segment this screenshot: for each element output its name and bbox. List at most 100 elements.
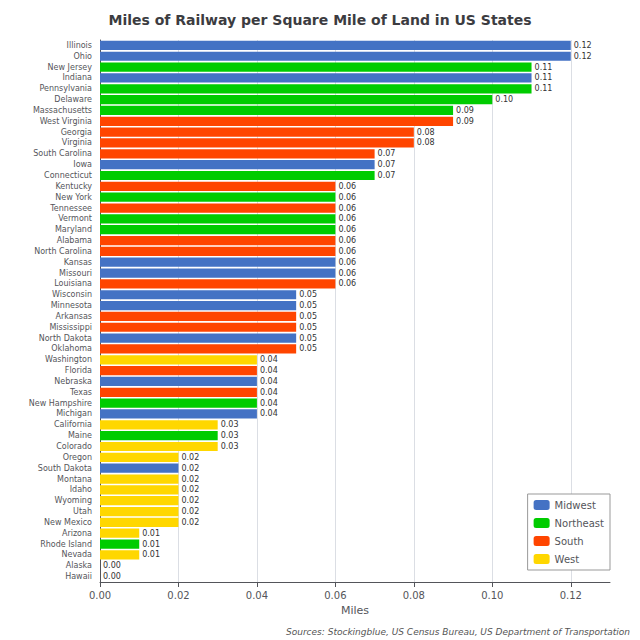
svg-text:Maine: Maine — [68, 431, 92, 440]
svg-text:West: West — [555, 554, 580, 565]
svg-text:Illinois: Illinois — [67, 41, 92, 50]
svg-text:Vermont: Vermont — [58, 214, 92, 223]
svg-text:0.11: 0.11 — [535, 73, 553, 82]
svg-text:0.04: 0.04 — [260, 366, 278, 375]
svg-text:Michigan: Michigan — [56, 409, 92, 418]
svg-text:New Hampshire: New Hampshire — [29, 399, 92, 408]
svg-text:0.06: 0.06 — [338, 236, 356, 245]
svg-text:Kentucky: Kentucky — [55, 182, 92, 191]
svg-text:0.07: 0.07 — [378, 171, 396, 180]
svg-text:Ohio: Ohio — [74, 52, 93, 61]
svg-text:0.10: 0.10 — [481, 590, 503, 601]
svg-text:0.12: 0.12 — [560, 590, 582, 601]
svg-text:0.04: 0.04 — [260, 399, 278, 408]
svg-text:Rhode Island: Rhode Island — [40, 540, 92, 549]
svg-text:0.02: 0.02 — [167, 590, 189, 601]
svg-text:0.03: 0.03 — [221, 431, 239, 440]
svg-text:0.08: 0.08 — [417, 138, 435, 147]
svg-text:0.05: 0.05 — [299, 301, 317, 310]
svg-text:0.11: 0.11 — [535, 84, 553, 93]
svg-text:Arizona: Arizona — [62, 529, 92, 538]
svg-text:0.09: 0.09 — [456, 117, 474, 126]
svg-text:0.02: 0.02 — [181, 496, 199, 505]
svg-text:Utah: Utah — [73, 507, 92, 516]
svg-text:Missouri: Missouri — [59, 269, 92, 278]
svg-text:0.04: 0.04 — [260, 409, 278, 418]
svg-text:West Virginia: West Virginia — [40, 117, 92, 126]
svg-text:0.07: 0.07 — [378, 160, 396, 169]
svg-text:0.05: 0.05 — [299, 290, 317, 299]
svg-text:0.01: 0.01 — [142, 540, 160, 549]
svg-text:Idaho: Idaho — [70, 485, 92, 494]
svg-text:Arkansas: Arkansas — [56, 312, 92, 321]
svg-text:Wisconsin: Wisconsin — [52, 290, 92, 299]
svg-text:Delaware: Delaware — [54, 95, 92, 104]
svg-text:Hawaii: Hawaii — [65, 572, 92, 581]
svg-text:Alabama: Alabama — [57, 236, 92, 245]
svg-text:Washington: Washington — [45, 355, 92, 364]
svg-text:0.06: 0.06 — [324, 590, 346, 601]
svg-text:0.06: 0.06 — [338, 214, 356, 223]
svg-text:Indiana: Indiana — [62, 73, 92, 82]
svg-text:0.06: 0.06 — [338, 247, 356, 256]
svg-text:Nebraska: Nebraska — [54, 377, 92, 386]
svg-text:New Mexico: New Mexico — [44, 518, 92, 527]
svg-text:North Dakota: North Dakota — [39, 334, 92, 343]
svg-text:0.01: 0.01 — [142, 550, 160, 559]
svg-text:0.02: 0.02 — [181, 475, 199, 484]
svg-text:New Jersey: New Jersey — [48, 63, 93, 72]
svg-text:South: South — [555, 536, 584, 547]
svg-text:0.02: 0.02 — [181, 485, 199, 494]
svg-text:Florida: Florida — [65, 366, 92, 375]
svg-text:Kansas: Kansas — [64, 258, 92, 267]
svg-text:Massachusetts: Massachusetts — [33, 106, 92, 115]
svg-text:0.02: 0.02 — [181, 464, 199, 473]
svg-text:0.09: 0.09 — [456, 106, 474, 115]
svg-text:0.00: 0.00 — [103, 572, 121, 581]
svg-text:Mississippi: Mississippi — [49, 323, 92, 332]
svg-text:0.05: 0.05 — [299, 323, 317, 332]
svg-text:0.02: 0.02 — [181, 453, 199, 462]
svg-text:0.05: 0.05 — [299, 334, 317, 343]
svg-text:Alaska: Alaska — [66, 561, 92, 570]
svg-text:0.10: 0.10 — [495, 95, 513, 104]
svg-text:0.08: 0.08 — [403, 590, 425, 601]
svg-text:Connecticut: Connecticut — [44, 171, 92, 180]
svg-text:0.06: 0.06 — [338, 269, 356, 278]
svg-text:Tennessee: Tennessee — [49, 204, 92, 213]
svg-text:0.06: 0.06 — [338, 279, 356, 288]
svg-text:Wyoming: Wyoming — [54, 496, 92, 505]
svg-text:Iowa: Iowa — [73, 160, 92, 169]
svg-text:0.11: 0.11 — [535, 63, 553, 72]
svg-text:Miles: Miles — [341, 604, 369, 617]
svg-text:0.03: 0.03 — [221, 442, 239, 451]
svg-text:0.06: 0.06 — [338, 204, 356, 213]
svg-text:0.06: 0.06 — [338, 258, 356, 267]
svg-text:South Carolina: South Carolina — [33, 149, 92, 158]
svg-text:0.05: 0.05 — [299, 312, 317, 321]
svg-text:0.02: 0.02 — [181, 518, 199, 527]
svg-text:0.00: 0.00 — [89, 590, 111, 601]
svg-text:Minnesota: Minnesota — [51, 301, 92, 310]
svg-text:0.00: 0.00 — [103, 561, 121, 570]
svg-text:South Dakota: South Dakota — [38, 464, 92, 473]
svg-text:0.03: 0.03 — [221, 420, 239, 429]
svg-text:0.02: 0.02 — [181, 507, 199, 516]
svg-text:Nevada: Nevada — [61, 550, 92, 559]
svg-text:Miles of Railway per Square Mi: Miles of Railway per Square Mile of Land… — [108, 12, 531, 28]
svg-text:0.12: 0.12 — [574, 41, 592, 50]
svg-text:Texas: Texas — [69, 388, 92, 397]
svg-text:Pennsylvania: Pennsylvania — [39, 84, 92, 93]
svg-text:Montana: Montana — [57, 475, 92, 484]
svg-text:0.04: 0.04 — [260, 355, 278, 364]
svg-text:Oregon: Oregon — [63, 453, 92, 462]
svg-text:Louisiana: Louisiana — [54, 279, 92, 288]
svg-text:Georgia: Georgia — [61, 128, 92, 137]
svg-text:Virginia: Virginia — [62, 138, 92, 147]
svg-text:0.08: 0.08 — [417, 128, 435, 137]
svg-text:0.04: 0.04 — [246, 590, 268, 601]
svg-text:0.05: 0.05 — [299, 344, 317, 353]
svg-text:0.12: 0.12 — [574, 52, 592, 61]
svg-text:0.06: 0.06 — [338, 225, 356, 234]
svg-text:Oklahoma: Oklahoma — [51, 344, 92, 353]
